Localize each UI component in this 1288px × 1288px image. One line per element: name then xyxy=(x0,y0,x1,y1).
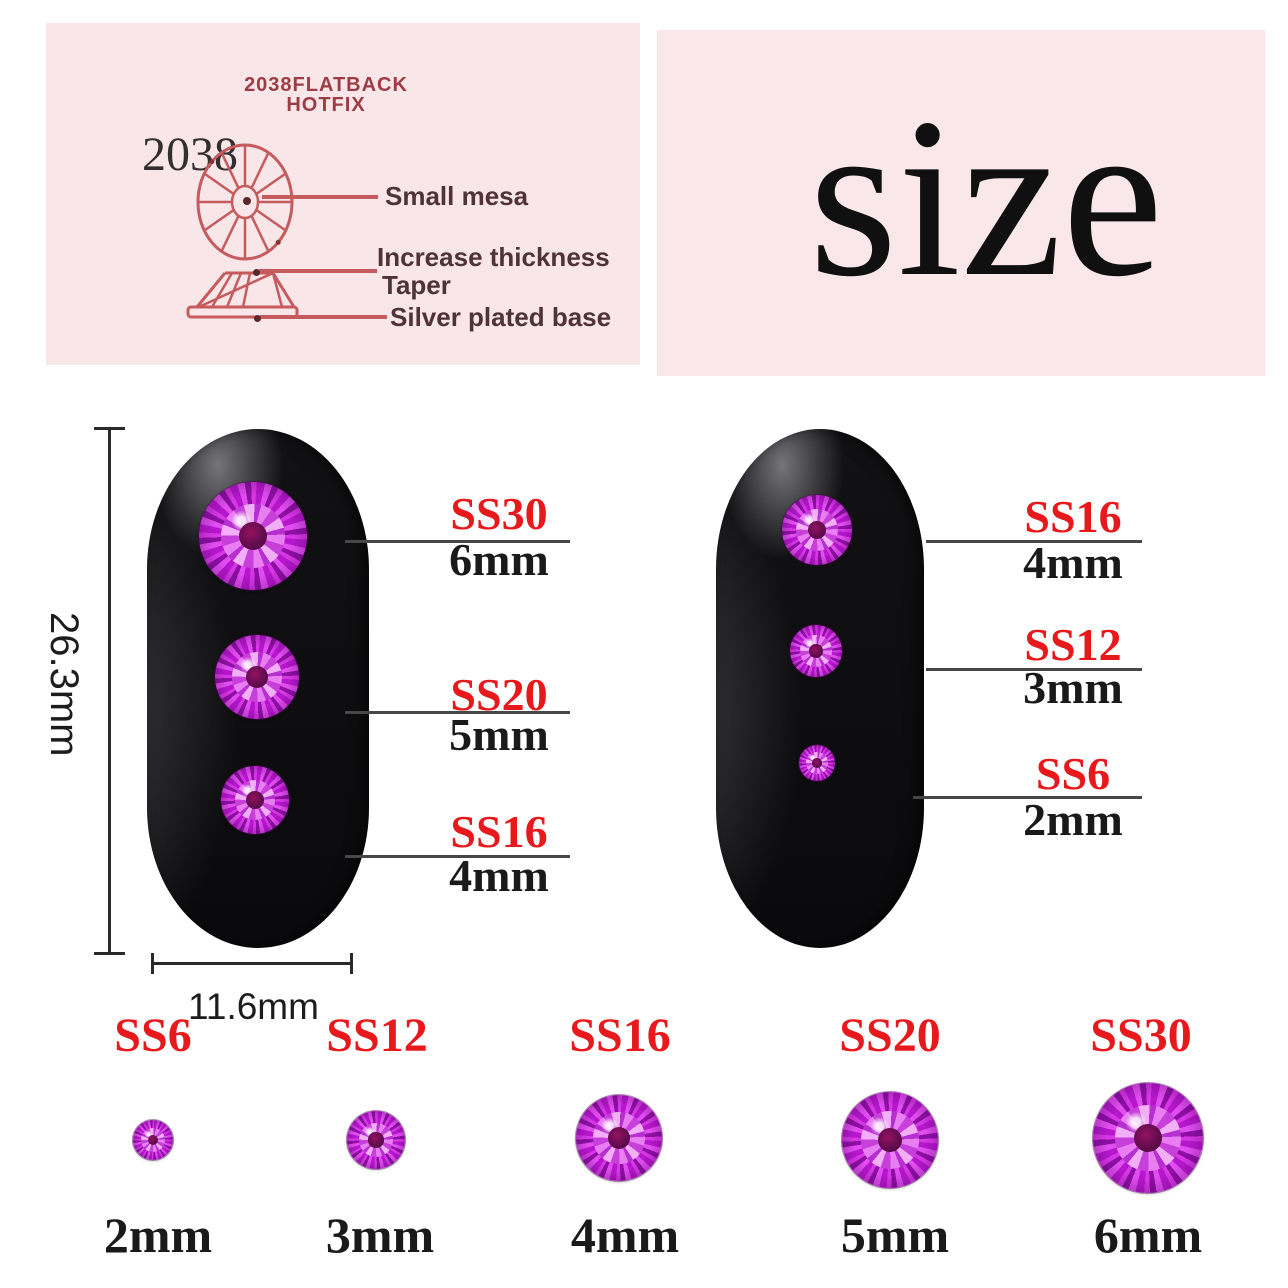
rhinestone-gem-ss16-small xyxy=(782,495,852,565)
callout-line xyxy=(913,796,1142,799)
width-measure-tick-left xyxy=(151,953,154,974)
callout-code: SS12 xyxy=(1024,619,1122,670)
callout-line xyxy=(345,540,570,543)
size-row-code: SS16 xyxy=(569,1009,671,1062)
rhinestone-gem-ss30 xyxy=(199,482,307,590)
rhinestone-side-view-diagram xyxy=(186,271,299,319)
size-row-size: 3mm xyxy=(325,1207,435,1263)
callout-size: 4mm xyxy=(449,850,549,901)
callout-size: 3mm xyxy=(1023,662,1123,713)
callout-line xyxy=(926,668,1142,671)
spec-panel-title: 2038FLATBACK HOTFIX xyxy=(244,74,408,116)
marker-dot-base xyxy=(254,315,261,322)
nail-width-label: 11.6mm xyxy=(188,986,319,1027)
size-row-gem-ss30 xyxy=(1093,1083,1203,1193)
size-row-size: 6mm xyxy=(1093,1207,1203,1263)
size-row-gem-ss16 xyxy=(576,1095,662,1181)
length-measure-line xyxy=(108,428,111,955)
rhinestone-gem-ss16 xyxy=(221,766,289,834)
callout-line-base xyxy=(260,315,387,319)
size-row-code: SS20 xyxy=(839,1009,941,1062)
rhinestone-gem-ss6 xyxy=(799,745,835,781)
size-row-gem-ss20 xyxy=(842,1092,938,1188)
nail-length-label: 26.3mm xyxy=(42,612,86,757)
size-row-gem-ss6 xyxy=(133,1120,173,1160)
size-row-size: 4mm xyxy=(570,1207,680,1263)
callout-size: 2mm xyxy=(1023,794,1123,845)
callout-code: SS16 xyxy=(450,806,548,857)
callout-line xyxy=(926,540,1142,543)
size-panel xyxy=(657,30,1265,376)
marker-dot-thickness xyxy=(253,269,260,276)
callout-line-mesa xyxy=(262,195,378,199)
callout-code: SS20 xyxy=(450,669,548,720)
small-mesa-label: Small mesa xyxy=(385,181,529,211)
increase-thickness-label: Increase thickness xyxy=(377,242,610,272)
width-measure-line xyxy=(152,962,352,965)
callout-size: 5mm xyxy=(449,709,549,760)
length-measure-tick-top xyxy=(94,427,125,430)
length-measure-tick-bottom xyxy=(94,952,125,955)
callout-code: SS30 xyxy=(450,488,548,539)
callout-line xyxy=(345,855,570,858)
callout-line xyxy=(345,711,570,714)
size-row-code: SS30 xyxy=(1090,1009,1192,1062)
size-row-code: SS12 xyxy=(326,1009,428,1062)
silver-plated-base-label: Silver plated base xyxy=(390,302,612,332)
rhinestone-gem-ss12 xyxy=(790,625,842,677)
callout-line-thickness xyxy=(259,269,377,273)
callout-size: 4mm xyxy=(1023,537,1123,588)
size-row-size: 2mm xyxy=(103,1207,213,1263)
size-row-code: SS6 xyxy=(114,1009,192,1062)
size-row-size: 5mm xyxy=(840,1207,950,1263)
rhinestone-gem-ss20 xyxy=(215,635,299,719)
callout-code: SS16 xyxy=(1024,491,1122,542)
callout-code: SS6 xyxy=(1035,748,1111,799)
spec-panel: 2038FLATBACK HOTFIX 2038 xyxy=(46,23,640,365)
rhinestone-top-view-diagram xyxy=(196,143,294,261)
width-measure-tick-right xyxy=(350,953,353,974)
callout-size: 6mm xyxy=(449,534,549,585)
taper-label: Taper xyxy=(382,270,451,300)
size-panel-title: size xyxy=(808,72,1164,324)
size-row-gem-ss12 xyxy=(347,1111,405,1169)
